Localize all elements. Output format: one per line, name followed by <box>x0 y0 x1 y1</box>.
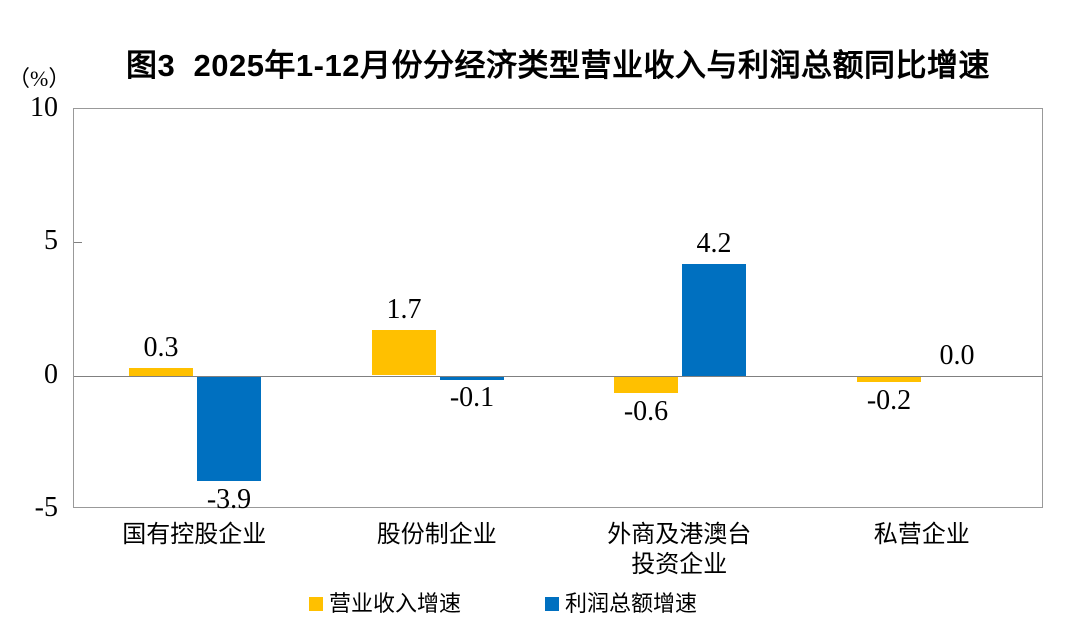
bar-profit-group2 <box>440 377 504 380</box>
value-label: 0.0 <box>939 340 975 371</box>
value-label: -0.2 <box>866 385 912 416</box>
x-category-label: 私营企业 <box>873 522 970 548</box>
legend-label: 营业收入增速 <box>328 591 461 616</box>
bar-revenue-group4 <box>857 377 921 382</box>
legend-item: 利润总额增速 <box>545 591 697 617</box>
bar-profit-group3 <box>682 264 746 376</box>
y-axis-unit-label: （%） <box>8 66 71 91</box>
legend-swatch-icon <box>308 597 323 611</box>
value-label: 0.3 <box>143 332 179 363</box>
legend-item: 营业收入增速 <box>308 591 461 617</box>
axis-tick-mark <box>74 242 82 243</box>
bar-revenue-group1 <box>129 368 193 376</box>
chart-title: 图3 2025年1-12月份分经济类型营业收入与利润总额同比增速 <box>126 48 990 83</box>
y-tick-label: 5 <box>44 225 58 257</box>
bar-revenue-group3 <box>614 377 678 393</box>
value-label: 4.2 <box>696 228 732 259</box>
plot-area: 0.3 1.7 -0.6 -0.2 -3.9 -0.1 4.2 0.0 <box>73 108 1043 515</box>
x-category-label: 股份制企业 <box>376 522 497 548</box>
bar-revenue-group2 <box>372 330 436 375</box>
x-category-label: 国有控股企业 <box>122 522 267 548</box>
bar-profit-group1 <box>197 377 261 481</box>
zero-line <box>74 376 1042 377</box>
x-category-label: 外商及港澳台 投资企业 <box>607 522 752 578</box>
legend: 营业收入增速 利润总额增速 <box>0 591 1043 617</box>
value-label: -0.6 <box>623 396 669 427</box>
value-label: -0.1 <box>449 382 495 413</box>
y-tick-label: 0 <box>44 358 58 390</box>
legend-swatch-icon <box>545 597 559 611</box>
value-label: -3.9 <box>206 484 252 515</box>
y-tick-label: 10 <box>30 92 58 123</box>
value-label: 1.7 <box>386 294 422 325</box>
legend-label: 利润总额增速 <box>565 591 698 616</box>
y-tick-label: -5 <box>34 492 58 523</box>
